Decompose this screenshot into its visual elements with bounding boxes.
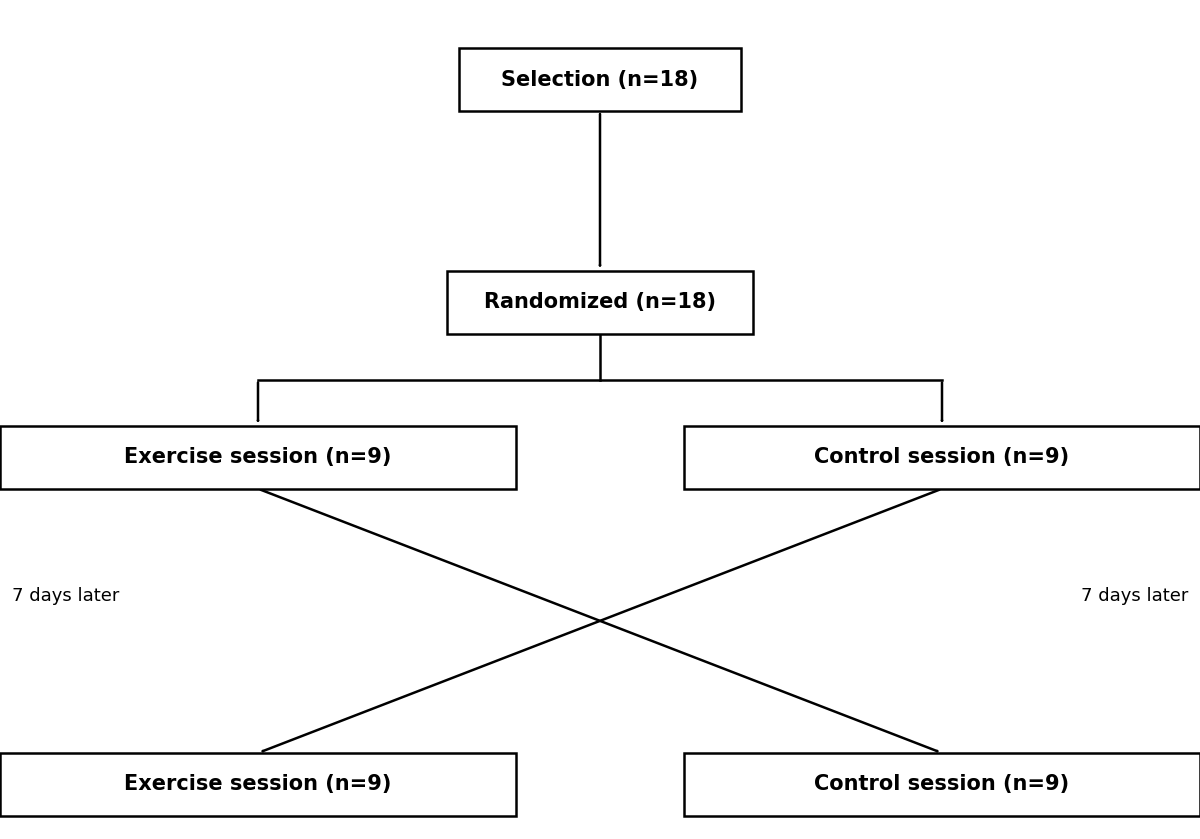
Text: Control session (n=9): Control session (n=9) xyxy=(815,447,1069,467)
FancyBboxPatch shape xyxy=(684,425,1200,488)
Text: 7 days later: 7 days later xyxy=(12,586,119,605)
Text: Randomized (n=18): Randomized (n=18) xyxy=(484,292,716,312)
FancyBboxPatch shape xyxy=(0,753,516,816)
FancyBboxPatch shape xyxy=(458,48,740,111)
Text: 7 days later: 7 days later xyxy=(1081,586,1188,605)
Text: Selection (n=18): Selection (n=18) xyxy=(502,70,698,90)
Text: Exercise session (n=9): Exercise session (n=9) xyxy=(125,774,391,795)
FancyBboxPatch shape xyxy=(446,270,754,334)
FancyBboxPatch shape xyxy=(0,425,516,488)
Text: Control session (n=9): Control session (n=9) xyxy=(815,774,1069,795)
FancyBboxPatch shape xyxy=(684,753,1200,816)
Text: Exercise session (n=9): Exercise session (n=9) xyxy=(125,447,391,467)
